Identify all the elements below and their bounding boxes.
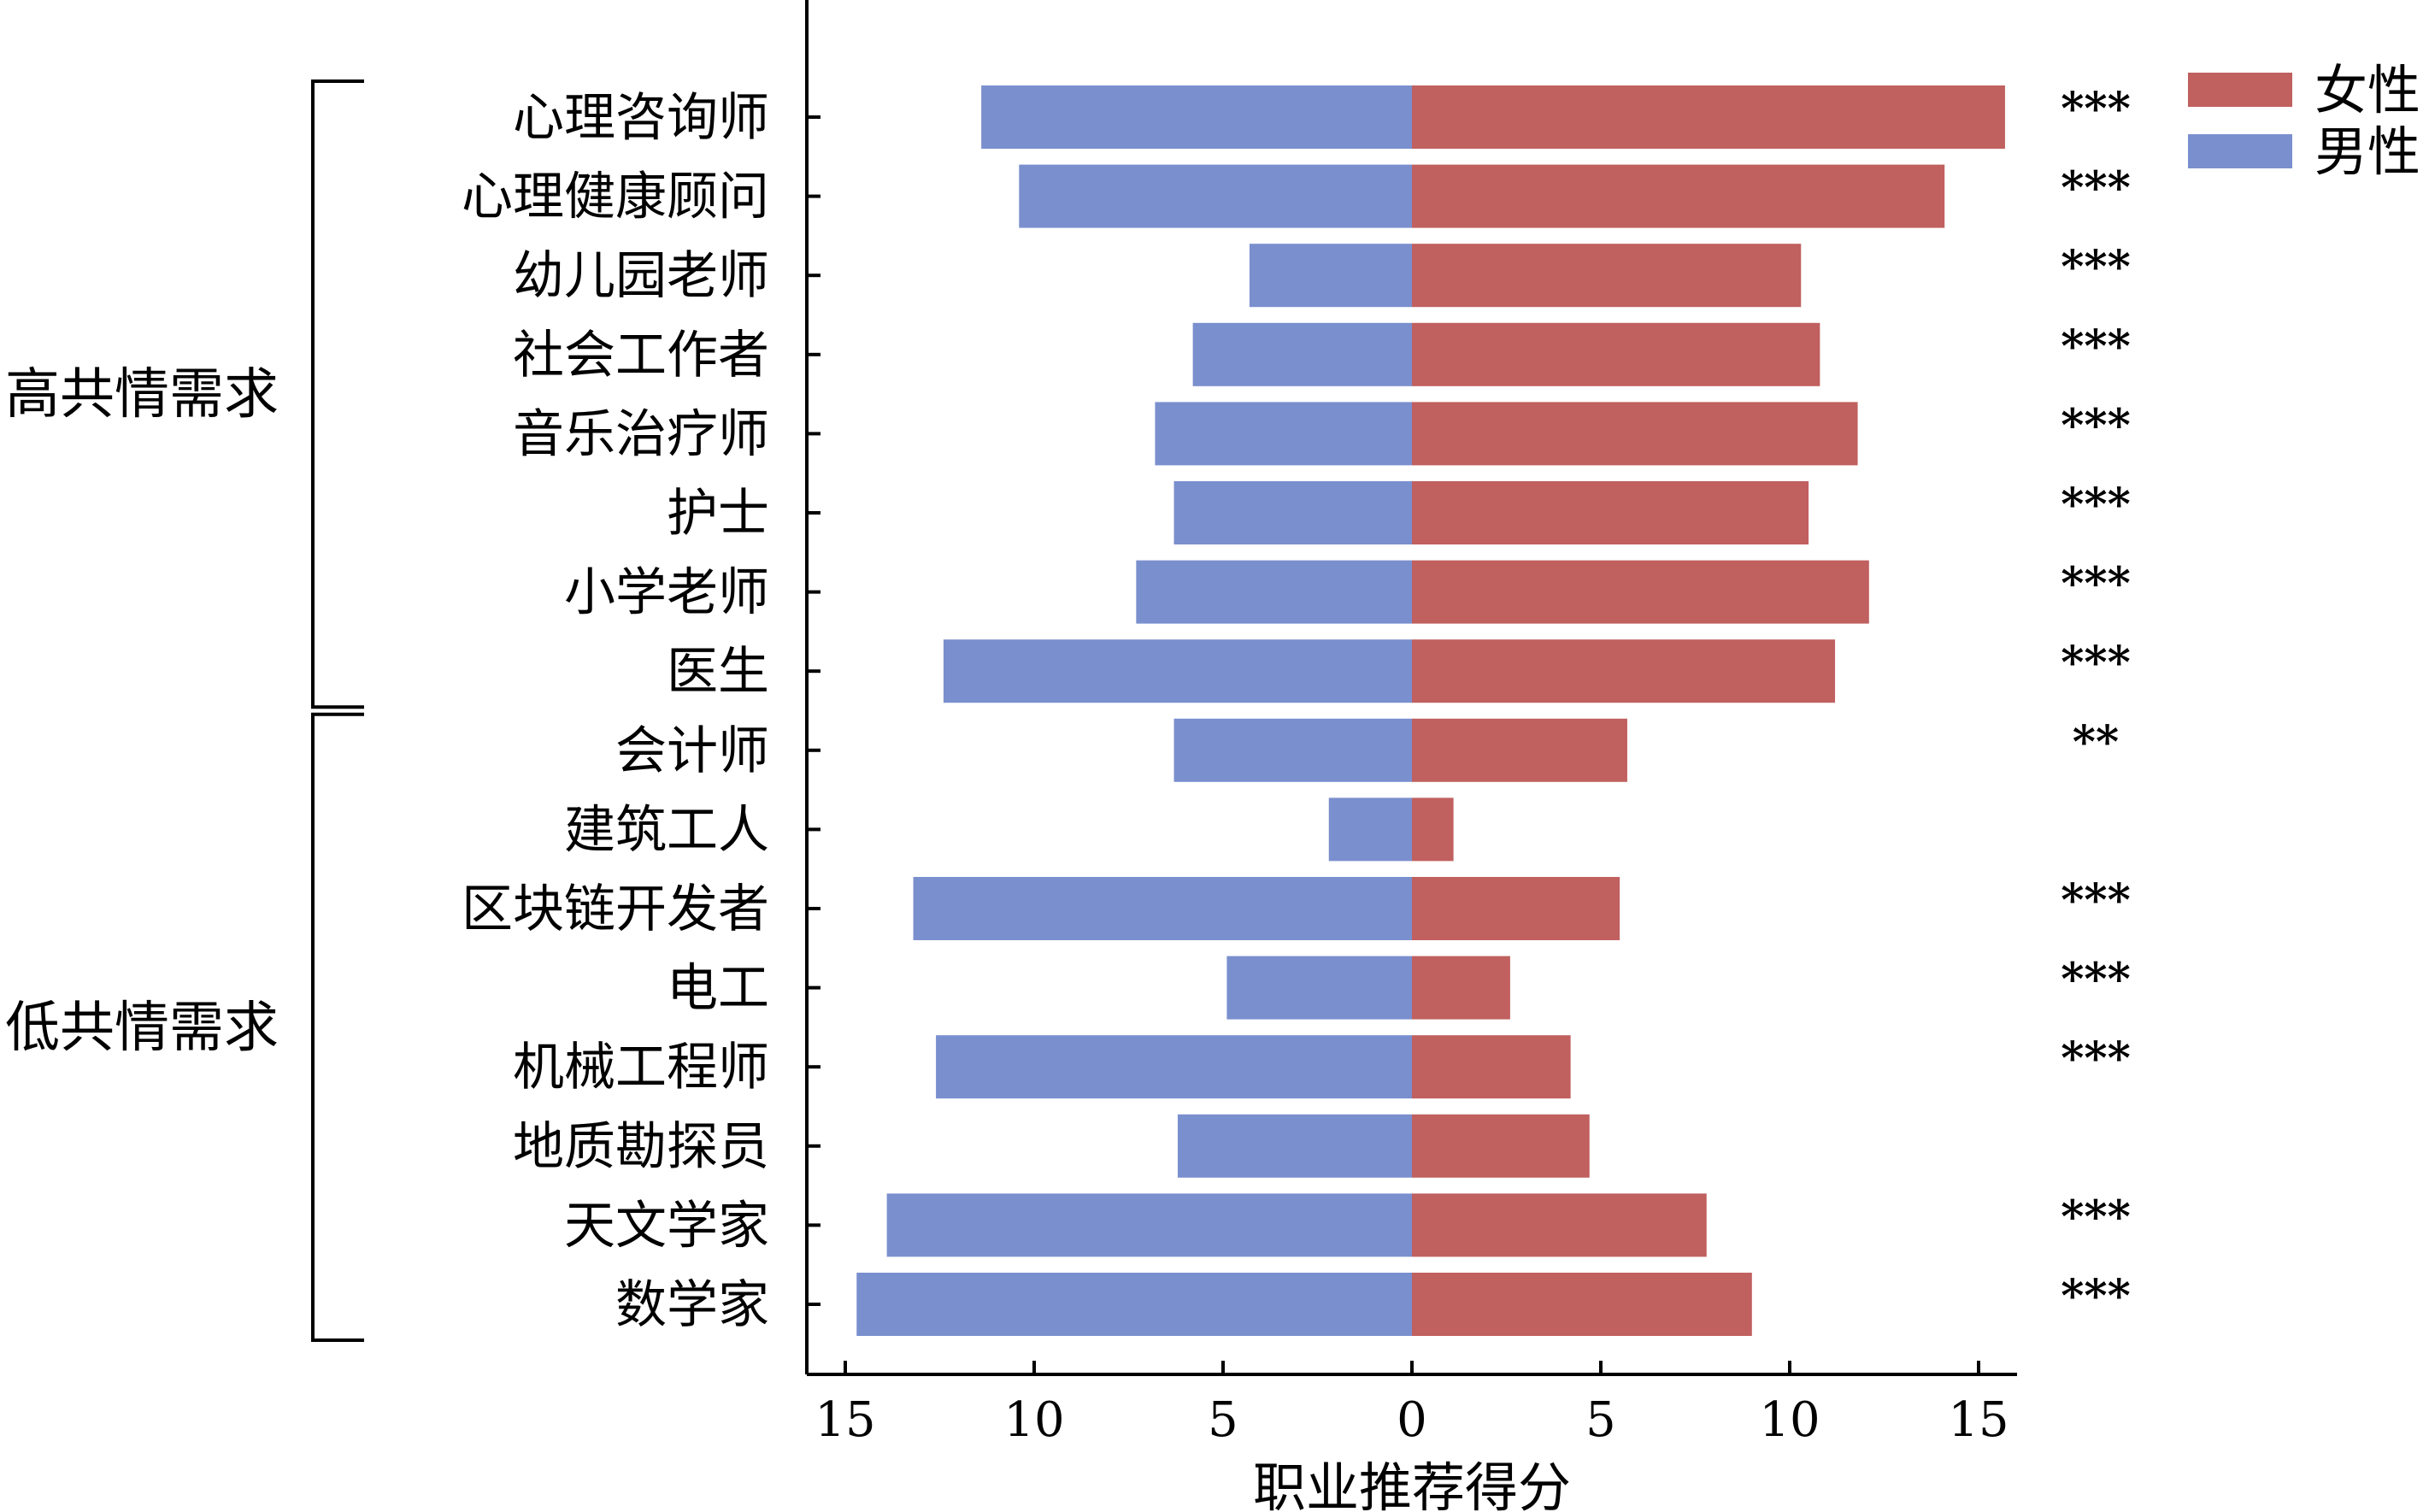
bar-male-机械工程师 xyxy=(936,1035,1412,1099)
bar-male-心理健康顾问 xyxy=(1019,164,1412,228)
legend-label: 男性 xyxy=(2314,121,2420,183)
bar-male-天文学家 xyxy=(886,1193,1412,1257)
bar-female-社会工作者 xyxy=(1412,322,1820,386)
legend-swatch-女性 xyxy=(2188,73,2292,107)
category-label: 心理健康顾问 xyxy=(462,168,769,227)
significance-markers: ****************************************… xyxy=(2061,83,2131,1322)
significance-marker: *** xyxy=(2061,241,2131,293)
category-labels: 心理咨询师心理健康顾问幼儿园老师社会工作者音乐治疗师护士小学老师医生会计师建筑工… xyxy=(462,88,769,1335)
bar-female-区块链开发者 xyxy=(1412,877,1620,940)
bar-female-会计师 xyxy=(1412,718,1627,782)
group-bracket-1 xyxy=(311,79,364,709)
category-label: 机械工程师 xyxy=(513,1038,769,1097)
category-label: 区块链开发者 xyxy=(462,880,769,939)
category-label: 音乐治疗师 xyxy=(513,404,769,464)
x-tick-label: 0 xyxy=(1397,1392,1427,1448)
category-label: 幼儿园老师 xyxy=(513,246,769,306)
significance-marker: *** xyxy=(2061,1191,2131,1243)
bar-female-电工 xyxy=(1412,956,1510,1020)
x-tick-label: 10 xyxy=(1759,1392,1820,1448)
category-label: 天文学家 xyxy=(564,1196,769,1256)
legend-swatch-男性 xyxy=(2188,134,2292,168)
significance-marker: *** xyxy=(2061,321,2131,373)
significance-marker: *** xyxy=(2061,479,2131,531)
bar-male-护士 xyxy=(1173,481,1412,544)
bar-female-天文学家 xyxy=(1412,1193,1707,1257)
bar-female-机械工程师 xyxy=(1412,1035,1571,1099)
bar-male-心理咨询师 xyxy=(981,85,1412,149)
group-label: 低共情需求 xyxy=(5,997,279,1060)
male-bars xyxy=(856,85,1412,1336)
significance-marker: *** xyxy=(2061,162,2131,215)
group-bracket-2 xyxy=(311,712,364,1342)
category-label: 地质勘探员 xyxy=(513,1117,769,1177)
x-axis-ticks: 15 10 5 0 5 10 15 xyxy=(815,1361,2009,1448)
category-label: 心理咨询师 xyxy=(513,88,769,148)
bar-male-数学家 xyxy=(856,1273,1412,1336)
category-label: 社会工作者 xyxy=(513,326,769,385)
category-label: 护士 xyxy=(667,484,769,544)
bar-female-心理咨询师 xyxy=(1412,85,2005,149)
x-tick-label: 10 xyxy=(1003,1392,1064,1448)
x-tick-label: 15 xyxy=(1948,1392,2008,1448)
bar-male-医生 xyxy=(943,639,1412,703)
category-label: 建筑工人 xyxy=(564,800,769,860)
significance-marker: *** xyxy=(2061,637,2131,689)
x-tick-label: 5 xyxy=(1585,1392,1616,1448)
bar-female-音乐治疗师 xyxy=(1412,402,1858,466)
category-label: 数学家 xyxy=(615,1275,769,1335)
significance-marker: *** xyxy=(2061,1033,2131,1085)
bar-female-小学老师 xyxy=(1412,560,1869,624)
x-axis-title: 职业推荐得分 xyxy=(1253,1456,1571,1512)
bar-male-地质勘探员 xyxy=(1177,1114,1412,1178)
bar-male-小学老师 xyxy=(1136,560,1412,624)
bar-female-医生 xyxy=(1412,639,1836,703)
bar-male-电工 xyxy=(1226,956,1412,1020)
bar-male-会计师 xyxy=(1173,718,1412,782)
significance-marker: *** xyxy=(2061,399,2131,451)
female-bars xyxy=(1412,85,2005,1336)
category-label: 医生 xyxy=(667,642,769,702)
category-label: 会计师 xyxy=(615,721,769,781)
x-tick-label: 5 xyxy=(1208,1392,1238,1448)
bar-male-建筑工人 xyxy=(1328,797,1412,862)
bar-female-心理健康顾问 xyxy=(1412,164,1945,228)
significance-marker: *** xyxy=(2061,1270,2131,1322)
group-label: 高共情需求 xyxy=(5,363,279,427)
significance-marker: *** xyxy=(2061,558,2131,610)
bar-female-护士 xyxy=(1412,481,1809,544)
bar-male-音乐治疗师 xyxy=(1155,402,1412,466)
significance-marker: *** xyxy=(2061,874,2131,927)
x-tick-label: 15 xyxy=(815,1392,875,1448)
bar-male-区块链开发者 xyxy=(913,877,1412,940)
significance-marker: *** xyxy=(2061,954,2131,1006)
bar-female-数学家 xyxy=(1412,1273,1752,1336)
significance-marker: ** xyxy=(2073,716,2119,768)
y-axis-ticks xyxy=(807,115,820,1306)
significance-marker: *** xyxy=(2061,83,2131,135)
bar-female-地质勘探员 xyxy=(1412,1114,1590,1178)
bar-female-建筑工人 xyxy=(1412,797,1454,862)
bar-female-幼儿园老师 xyxy=(1412,244,1802,308)
category-label: 电工 xyxy=(667,959,769,1019)
legend-label: 女性 xyxy=(2314,59,2420,121)
bar-male-幼儿园老师 xyxy=(1249,244,1412,308)
bar-male-社会工作者 xyxy=(1192,322,1412,386)
category-label: 小学老师 xyxy=(564,563,769,623)
